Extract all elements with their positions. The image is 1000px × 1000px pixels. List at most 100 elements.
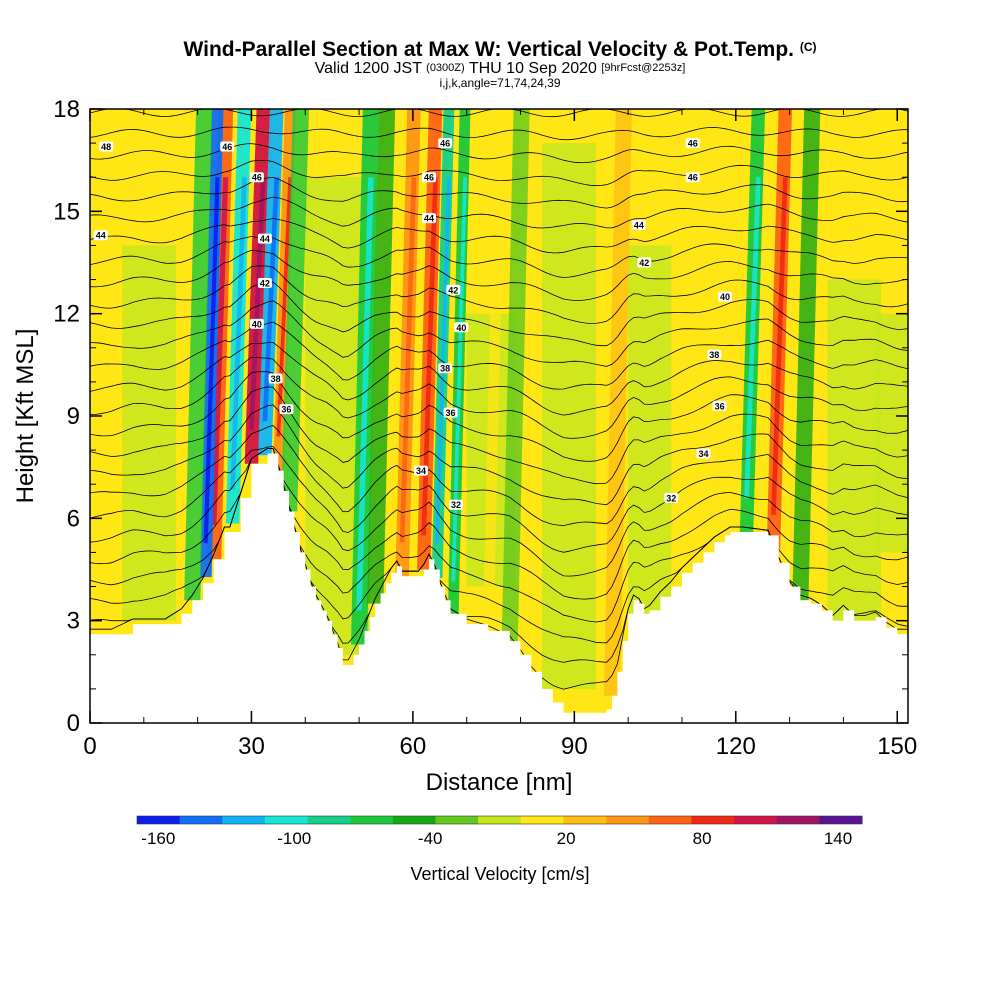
contour-label-bg [446,284,461,295]
contour-label-bg [422,172,437,183]
colorbar-swatch [691,816,735,824]
contour-label: 34 [416,466,426,476]
contour-label: 42 [448,285,458,295]
title-tag: (C) [799,40,817,54]
colorbar-swatch [520,816,564,824]
contour-label: 46 [688,173,698,183]
colorbar-tick-label: -40 [418,829,443,848]
contour-label-bg [249,172,264,183]
field-patch [122,245,177,621]
contour-label-bg [664,492,679,503]
contour-label-bg [718,291,733,302]
colorbar-swatch [478,816,522,824]
contour-label-bg [93,230,108,241]
contour-label: 40 [720,292,730,302]
contour-label: 46 [440,139,450,149]
colorbar-swatch [137,816,181,824]
colorbar-swatch [179,816,223,824]
contour-label-bg [279,404,294,415]
theta-contour [90,235,908,278]
y-tick-label: 0 [67,710,80,737]
contour-label-bg [220,141,235,152]
velocity-band [603,109,632,696]
plot-area: 48 44 46 46 44 42 40 38 36 46 46 44 42 40 38 36 34 32 46 46… [90,87,908,723]
field-patch [827,279,882,621]
contour-label-bg [443,407,458,418]
theta-contour [90,218,908,254]
x-tick-label: 60 [400,733,427,760]
contour-label: 46 [424,173,434,183]
contour-label: 38 [440,364,450,374]
theta-contour [90,371,908,462]
colorbar-swatch [307,816,351,824]
colorbar-tick-label: -100 [277,829,311,848]
y-axis-label: Height [Kft MSL] [12,329,39,504]
theta-contour [90,196,908,229]
y-tick-label: 15 [53,198,80,225]
theta-contour [90,281,908,347]
contour-label-bg [454,322,469,333]
contour-label: 48 [101,142,111,152]
colorbar-swatch [648,816,692,824]
colorbar-swatch [734,816,778,824]
valid-prefix: Valid 1200 JST [314,60,422,77]
y-tick-label: 18 [53,96,80,123]
theta-contour [90,321,908,390]
contour-label: 44 [260,234,270,244]
velocity-core [435,177,451,544]
contour-label: 44 [424,214,434,224]
velocity-band [184,109,213,601]
contour-label: 40 [252,319,262,329]
theta-contour [90,341,908,416]
theta-contour [90,446,908,553]
contour-label: 42 [639,258,649,268]
contour-label-bg [712,400,727,411]
theta-contour [90,249,908,301]
velocity-core [744,177,761,499]
y-tick-label: 3 [67,608,80,635]
contour-label-bg [438,363,453,374]
colorbar-swatch [563,816,607,824]
velocity-core [230,177,247,490]
contour-label: 46 [688,139,698,149]
colorbar-swatch [435,816,479,824]
contour-label: 36 [281,405,291,415]
x-tick-label: 0 [83,733,96,760]
valid-date: THU 10 Sep 2020 [468,60,597,77]
contour-label-bg [268,373,283,384]
chart-params: i,j,k,angle=71,74,24,39 [439,76,561,90]
theta-contour [90,356,908,439]
x-axis-label: Distance [nm] [426,769,573,796]
velocity-band [792,109,821,601]
contour-label-bg [438,138,453,149]
contour-label: 38 [271,374,281,384]
contour-label-bg [413,465,428,476]
colorbar-tick-label: -160 [141,829,175,848]
colorbar-swatch [819,816,863,824]
chart-title: Wind-Parallel Section at Max W: Vertical… [0,38,1000,62]
theta-contour [90,87,908,95]
contour-label-bg [99,141,114,152]
contour-label-bg [707,349,722,360]
contour-label: 46 [222,142,232,152]
colorbar: -160 -100 -40 20 80 140 [136,815,863,848]
velocity-core [262,177,280,422]
velocity-core [421,177,438,536]
y-tick-label: 9 [67,403,80,430]
contour-label: 34 [698,449,708,459]
contour-label: 42 [260,278,270,288]
field-patch [628,245,672,621]
theta-contour [90,126,908,141]
contour-label: 44 [96,231,106,241]
contour-label-bg [637,257,652,268]
theta-contour [90,448,908,600]
colorbar-swatch [776,816,820,824]
terrain-mask [90,453,908,723]
contour-label: 36 [446,408,456,418]
x-tick-label: 30 [238,733,265,760]
colorbar-tick-label: 140 [824,829,852,848]
contour-label-bg [257,233,272,244]
velocity-core [356,177,374,611]
